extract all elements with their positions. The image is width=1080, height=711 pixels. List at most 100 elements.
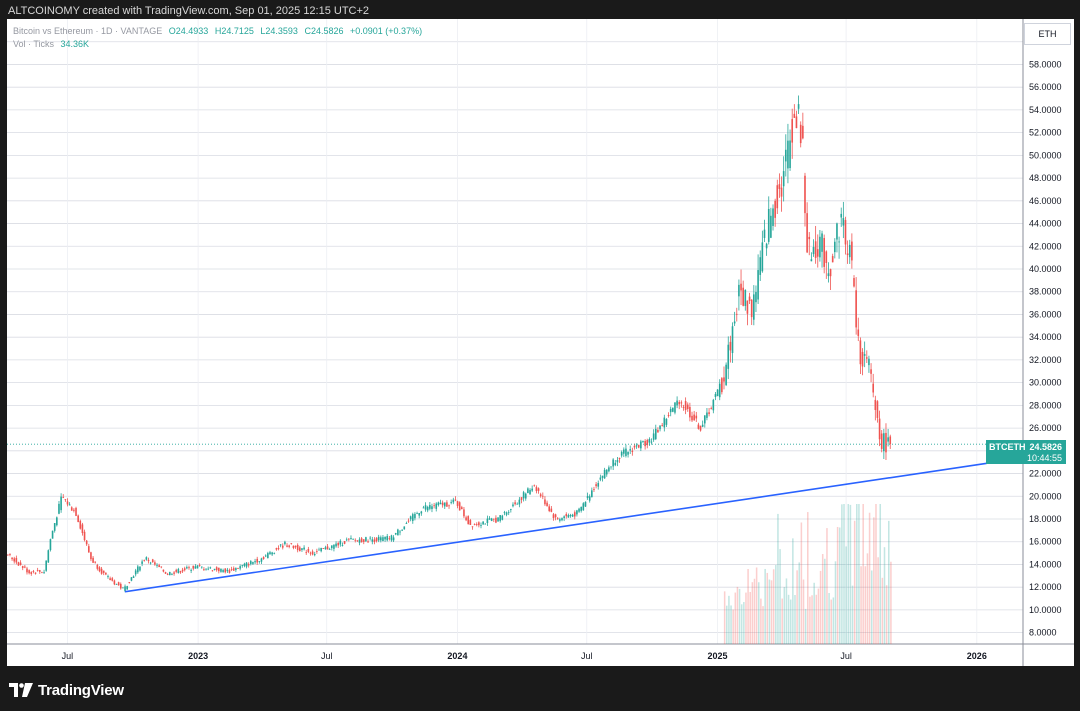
candle-body bbox=[7, 554, 9, 556]
x-tick-label: Jul bbox=[62, 651, 74, 661]
candle-body bbox=[853, 278, 855, 287]
volume-bar bbox=[828, 593, 830, 644]
candle-body bbox=[740, 283, 742, 291]
candle-body bbox=[678, 402, 681, 405]
volume-bar bbox=[766, 572, 769, 644]
candle-body bbox=[194, 566, 197, 569]
candle-body bbox=[429, 505, 431, 509]
candle-body bbox=[865, 357, 868, 359]
candle-body bbox=[885, 432, 887, 453]
volume-bar bbox=[851, 585, 854, 644]
candle-body bbox=[19, 562, 22, 565]
candle-body bbox=[475, 524, 478, 526]
candle-body bbox=[21, 566, 24, 568]
volume-bar bbox=[838, 527, 841, 644]
volume-bar bbox=[819, 570, 822, 644]
candle-body bbox=[352, 538, 354, 540]
candle-body bbox=[416, 513, 418, 515]
candle-body bbox=[795, 116, 798, 129]
chart-area[interactable]: 8.0000 10.0000 12.0000 14.0000 16.0000 18.000… bbox=[7, 19, 1074, 666]
candle-body bbox=[207, 568, 209, 570]
candle-body bbox=[222, 570, 224, 572]
candle-body bbox=[235, 568, 237, 571]
volume-bar bbox=[821, 554, 824, 644]
candle-body bbox=[716, 389, 719, 397]
candle-body bbox=[151, 559, 154, 563]
candle-body bbox=[75, 507, 77, 516]
low-value: 24.3593 bbox=[265, 26, 298, 36]
candle-body bbox=[465, 517, 467, 521]
volume-legend: Vol · Ticks 34.36K bbox=[13, 39, 89, 49]
bar-countdown: 10:44:55 bbox=[1026, 453, 1062, 464]
volume-bar bbox=[885, 585, 888, 644]
volume-bar bbox=[732, 609, 734, 644]
candle-body bbox=[620, 451, 623, 456]
volume-bar bbox=[809, 596, 811, 644]
candle-body bbox=[226, 569, 229, 572]
candle-body bbox=[518, 499, 521, 505]
symbol-description: Bitcoin vs Ethereum · 1D · VANTAGE bbox=[13, 26, 163, 36]
candle-body bbox=[550, 508, 553, 512]
volume-bar bbox=[779, 549, 781, 644]
candle-body bbox=[667, 415, 670, 417]
candle-body bbox=[878, 418, 881, 440]
candle-body bbox=[576, 510, 578, 515]
candle-body bbox=[450, 502, 452, 503]
candle-body bbox=[799, 124, 802, 144]
candle-body bbox=[277, 548, 280, 550]
candle-body bbox=[384, 536, 386, 540]
tradingview-brand[interactable]: TradingView bbox=[9, 680, 124, 700]
candle-body bbox=[448, 505, 450, 507]
price-chart[interactable]: 8.0000 10.0000 12.0000 14.0000 16.0000 18.000… bbox=[7, 19, 1074, 666]
candle-body bbox=[721, 378, 723, 393]
volume-bar bbox=[792, 538, 794, 644]
candle-body bbox=[514, 502, 516, 505]
volume-bar bbox=[877, 557, 879, 644]
candle-body bbox=[810, 259, 813, 262]
candle-body bbox=[601, 475, 604, 478]
candle-body bbox=[772, 208, 774, 226]
x-tick-label: 2024 bbox=[447, 651, 467, 661]
open-label: O bbox=[168, 26, 176, 36]
candle-body bbox=[117, 582, 120, 586]
candle-body bbox=[154, 562, 156, 565]
y-tick-label: 48.0000 bbox=[1029, 173, 1062, 183]
candle-body bbox=[409, 516, 412, 520]
volume-bar bbox=[762, 606, 764, 644]
candle-body bbox=[388, 538, 391, 540]
volume-bar bbox=[873, 517, 875, 644]
candle-body bbox=[77, 515, 79, 522]
candle-body bbox=[307, 548, 310, 552]
volume-bar bbox=[817, 588, 820, 644]
candle-body bbox=[335, 543, 337, 547]
candle-body bbox=[294, 545, 297, 548]
candle-body bbox=[701, 424, 704, 427]
volume-bar bbox=[875, 504, 877, 644]
candle-body bbox=[94, 561, 97, 563]
candle-body bbox=[203, 569, 205, 570]
y-tick-label: 54.0000 bbox=[1029, 105, 1062, 115]
candle-body bbox=[262, 557, 265, 560]
candle-body bbox=[45, 560, 47, 571]
support-trendline[interactable] bbox=[124, 462, 987, 593]
candle-body bbox=[350, 538, 352, 540]
y-tick-label: 20.0000 bbox=[1029, 491, 1062, 501]
candle-body bbox=[608, 467, 610, 472]
candle-body bbox=[85, 540, 88, 545]
candle-body bbox=[38, 570, 41, 572]
candle-body bbox=[757, 270, 759, 300]
candle-body bbox=[367, 541, 369, 543]
candle-body bbox=[582, 503, 585, 511]
candle-body bbox=[356, 540, 359, 542]
candle-body bbox=[299, 547, 301, 552]
candle-body bbox=[804, 175, 806, 214]
candle-body bbox=[874, 399, 877, 410]
volume-bar bbox=[870, 570, 873, 644]
candle-body bbox=[797, 104, 800, 109]
volume-bar bbox=[775, 565, 777, 644]
currency-selector[interactable]: ETH bbox=[1024, 23, 1071, 45]
candle-body bbox=[535, 487, 538, 492]
candle-body bbox=[642, 441, 644, 443]
candle-body bbox=[141, 561, 143, 564]
candle-body bbox=[593, 489, 595, 490]
